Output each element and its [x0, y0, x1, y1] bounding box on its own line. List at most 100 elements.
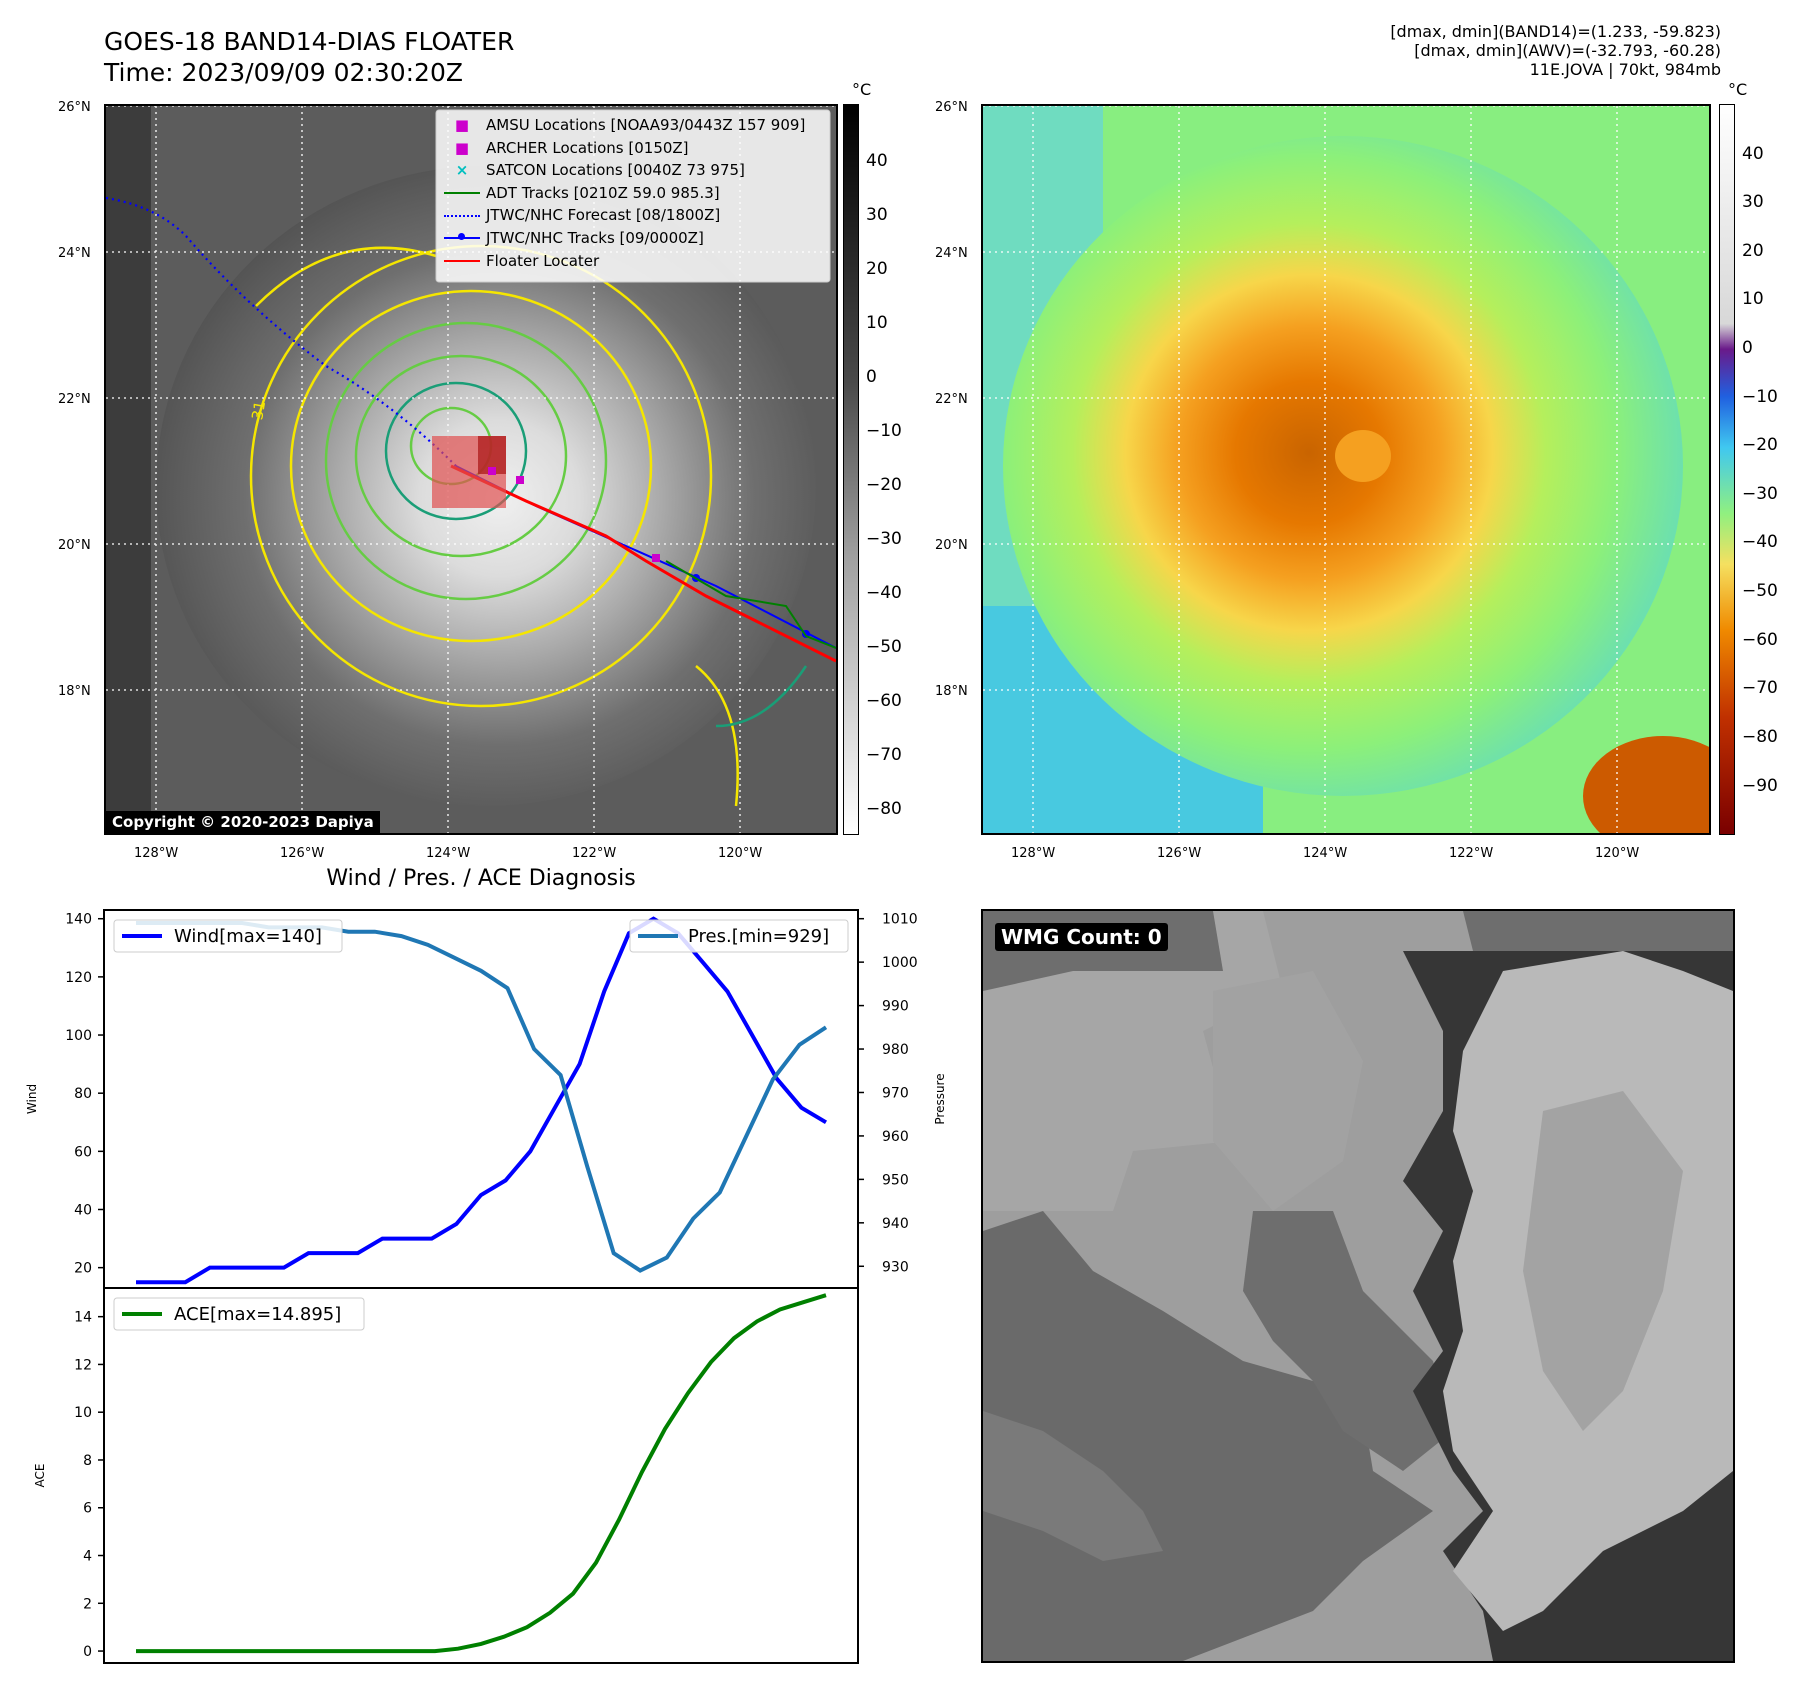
- ace-axes: [103, 1287, 859, 1664]
- wmg-count-badge: WMG Count: 0: [995, 923, 1168, 951]
- lon-label: 128°W: [134, 846, 179, 861]
- legend-item: ADT Tracks [0210Z 59.0 985.3]: [438, 182, 830, 205]
- y-tick-label: 100: [65, 1028, 92, 1044]
- timestamp: Time: 2023/09/09 02:30:20Z: [104, 58, 463, 87]
- y-tick-label: 120: [65, 970, 92, 986]
- colorbar-tick: 30: [1742, 192, 1764, 212]
- colorbar-tick: −20: [866, 475, 902, 495]
- y-right-tick-label: 970: [882, 1085, 909, 1101]
- y-tick-label: 10: [74, 1405, 92, 1421]
- lat-label: 26°N: [935, 100, 968, 115]
- y-tick-label: 4: [83, 1549, 92, 1565]
- y-tick-label: 20: [74, 1261, 92, 1277]
- wind-legend-box: [113, 919, 343, 953]
- colorbar-tick: −50: [1742, 581, 1778, 601]
- y-tick-label: 12: [74, 1357, 92, 1373]
- legend-item: ■ AMSU Locations [NOAA93/0443Z 157 909]: [438, 114, 830, 137]
- solid-line-icon: [438, 192, 486, 195]
- legend-item: ■ ARCHER Locations [0150Z]: [438, 137, 830, 160]
- band14-range: [dmax, dmin](BAND14)=(1.233, -59.823): [1390, 22, 1721, 41]
- lat-label: 24°N: [58, 246, 91, 261]
- lat-label: 18°N: [935, 684, 968, 699]
- y-right-tick-label: 930: [882, 1259, 909, 1275]
- colorbar-tick: −50: [866, 637, 902, 657]
- y-tick-label: 80: [74, 1086, 92, 1102]
- red-line-icon: [438, 260, 486, 263]
- pressure-legend-label: Pres.[min=929]: [688, 926, 829, 947]
- y-right-tick-label: 980: [882, 1042, 909, 1058]
- legend-item: Floater Locater: [438, 250, 830, 273]
- dot-line-icon: [438, 233, 486, 241]
- ace-series-line: [136, 1293, 827, 1654]
- y-tick-label: 140: [65, 912, 92, 928]
- colorbar-tick: −20: [1742, 435, 1778, 455]
- y-tick-label: 2: [83, 1596, 92, 1612]
- square-marker-icon: ■: [454, 138, 470, 157]
- colorbar-tick: −40: [1742, 532, 1778, 552]
- y-right-axis-label: Pressure: [933, 1073, 947, 1124]
- y-axis-label: ACE: [33, 1464, 47, 1488]
- colorbar-tick: −40: [866, 583, 902, 603]
- ir-map-panel: -31 ■ AMSU Locations [NOAA93/0443Z 1: [104, 104, 838, 835]
- y-right-tick-label: 1000: [882, 955, 918, 971]
- grayscale-colorbar: [843, 104, 859, 835]
- lon-label: 122°W: [572, 846, 617, 861]
- wind-legend-label: Wind[max=140]: [174, 926, 322, 947]
- y-axis-label: Wind: [25, 1084, 39, 1114]
- lon-label: 124°W: [1303, 846, 1348, 861]
- lon-label: 126°W: [280, 846, 325, 861]
- y-tick-label: 8: [83, 1453, 92, 1469]
- y-right-tick-label: 960: [882, 1129, 909, 1145]
- colorbar-unit: °C: [852, 80, 872, 99]
- colorbar-tick: −60: [1742, 630, 1778, 650]
- ace-legend-label: ACE[max=14.895]: [174, 1304, 341, 1325]
- colorbar-tick: 0: [1742, 338, 1753, 358]
- lat-label: 18°N: [58, 684, 91, 699]
- y-right-tick-label: 950: [882, 1172, 909, 1188]
- ace-legend-box: [113, 1297, 365, 1331]
- lon-label: 128°W: [1011, 846, 1056, 861]
- lat-label: 20°N: [935, 538, 968, 553]
- storm-info: 11E.JOVA | 70kt, 984mb: [1529, 60, 1721, 79]
- colorbar-tick: 10: [1742, 289, 1764, 309]
- y-tick-label: 60: [74, 1144, 92, 1160]
- wind-series-line: [136, 916, 828, 1285]
- colorbar-tick: 0: [866, 367, 877, 387]
- y-right-tick-label: 940: [882, 1216, 909, 1232]
- legend-item: JTWC/NHC Forecast [08/1800Z]: [438, 204, 830, 227]
- colorbar-tick: −90: [1742, 776, 1778, 796]
- map-legend: ■ AMSU Locations [NOAA93/0443Z 157 909] ■…: [438, 114, 830, 272]
- colorbar-tick: 20: [866, 259, 888, 279]
- lon-label: 120°W: [1595, 846, 1640, 861]
- wmg-panel: WMG Count: 0: [981, 909, 1735, 1663]
- lat-label: 22°N: [935, 392, 968, 407]
- copyright-badge: Copyright © 2020-2023 Dapiya: [106, 811, 380, 833]
- dotted-line-icon: [438, 214, 486, 217]
- colorbar-tick: −70: [1742, 678, 1778, 698]
- colorbar-tick: −30: [1742, 484, 1778, 504]
- x-marker-icon: ×: [455, 161, 469, 180]
- colorbar-tick: −80: [1742, 727, 1778, 747]
- pressure-series-line: [136, 921, 828, 1273]
- diagnosis-title: Wind / Pres. / ACE Diagnosis: [326, 866, 636, 891]
- lat-label: 26°N: [58, 100, 91, 115]
- y-tick-label: 0: [83, 1644, 92, 1660]
- y-right-tick-label: 1010: [882, 912, 918, 928]
- colorbar-unit: °C: [1728, 80, 1748, 99]
- y-tick-label: 14: [74, 1310, 92, 1326]
- colorbar-tick: −10: [1742, 387, 1778, 407]
- diagnosis-chart: 2040608010012014093094095096097098099010…: [25, 909, 947, 1664]
- wind-pressure-axes: [103, 909, 859, 1289]
- y-tick-label: 40: [74, 1202, 92, 1218]
- colorbar-tick: 40: [866, 151, 888, 171]
- color-colorbar: [1719, 104, 1735, 835]
- pressure-legend-box: [629, 919, 849, 953]
- colorbar-tick: −80: [866, 799, 902, 819]
- colorbar-tick: −30: [866, 529, 902, 549]
- awv-range: [dmax, dmin](AWV)=(-32.793, -60.28): [1414, 41, 1721, 60]
- square-marker-icon: ■: [454, 116, 470, 134]
- lon-label: 126°W: [1157, 846, 1202, 861]
- page-title: GOES-18 BAND14-DIAS FLOATER: [104, 27, 515, 56]
- colorbar-tick: −60: [866, 691, 902, 711]
- enhanced-ir-map-panel: [981, 104, 1711, 835]
